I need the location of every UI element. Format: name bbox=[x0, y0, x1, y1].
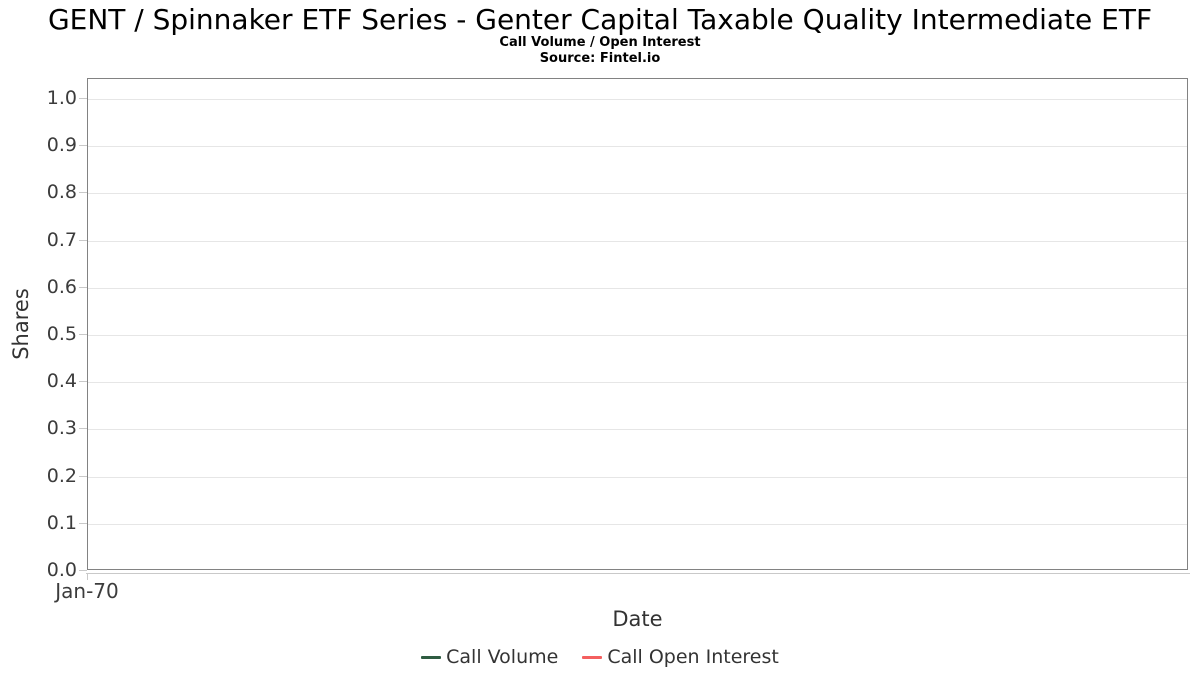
y-tick-mark bbox=[79, 475, 87, 477]
y-gridline bbox=[88, 429, 1187, 431]
y-tick-label: 0.9 bbox=[46, 134, 77, 157]
y-gridline bbox=[88, 146, 1187, 148]
legend-label: Call Open Interest bbox=[607, 646, 779, 668]
legend-label: Call Volume bbox=[446, 646, 559, 668]
chart-title: GENT / Spinnaker ETF Series - Genter Cap… bbox=[47, 3, 1153, 36]
y-gridline bbox=[88, 193, 1187, 195]
y-tick-mark bbox=[79, 522, 87, 524]
x-axis-line bbox=[86, 573, 1190, 574]
y-tick-mark bbox=[79, 570, 87, 571]
y-tick-mark bbox=[79, 239, 87, 241]
y-tick-mark bbox=[79, 428, 87, 430]
y-tick-mark bbox=[79, 381, 87, 383]
x-tick-mark bbox=[87, 573, 88, 580]
y-gridline bbox=[88, 335, 1187, 336]
y-gridline bbox=[88, 523, 1187, 525]
y-tick-mark bbox=[79, 286, 87, 288]
y-gridline bbox=[88, 382, 1187, 384]
legend-line-marker bbox=[421, 655, 442, 659]
y-gridline bbox=[88, 240, 1187, 242]
y-tick-label: 0.8 bbox=[46, 181, 77, 204]
legend-item[interactable]: Call Volume bbox=[421, 646, 558, 668]
plot-area bbox=[87, 78, 1188, 570]
y-tick-label: 0.5 bbox=[46, 323, 77, 345]
y-tick-mark bbox=[79, 334, 87, 335]
y-tick-label: 1.0 bbox=[46, 87, 77, 109]
y-tick-label: 0.3 bbox=[46, 417, 77, 440]
y-tick-mark bbox=[79, 192, 87, 194]
y-tick-mark bbox=[79, 145, 87, 147]
y-tick-label: 0.0 bbox=[46, 559, 77, 581]
legend-item[interactable]: Call Open Interest bbox=[582, 646, 779, 668]
legend: Call Volume Call Open Interest bbox=[0, 646, 1200, 668]
y-gridline bbox=[88, 287, 1187, 289]
y-tick-label: 0.1 bbox=[46, 511, 77, 534]
x-tick-label: Jan-70 bbox=[55, 579, 119, 603]
y-tick-label: 0.2 bbox=[46, 464, 77, 487]
y-tick-label: 0.6 bbox=[46, 275, 77, 298]
x-axis-title: Date bbox=[612, 607, 663, 631]
y-gridline bbox=[88, 476, 1187, 478]
legend-line-marker bbox=[582, 655, 603, 659]
y-tick-label: 0.7 bbox=[46, 228, 77, 251]
chart-subtitle: Call Volume / Open Interest bbox=[499, 35, 701, 50]
y-tick-label: 0.4 bbox=[46, 370, 77, 393]
chart-source-caption: Source: Fintel.io bbox=[539, 51, 661, 66]
y-gridline bbox=[88, 99, 1187, 100]
y-tick-mark bbox=[79, 98, 87, 99]
